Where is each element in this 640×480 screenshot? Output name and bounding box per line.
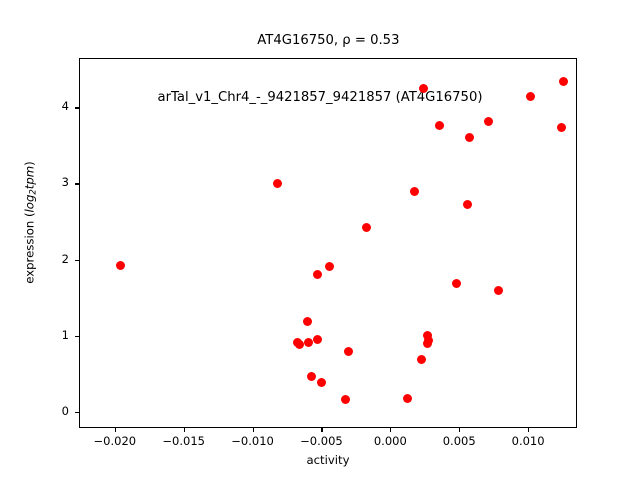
chart-title: AT4G16750, ρ = 0.53 arTal_v1_Chr4_-_9421… <box>0 12 640 145</box>
y-axis-tick <box>75 259 79 261</box>
x-axis-tick <box>114 428 116 432</box>
y-axis-tick <box>75 183 79 185</box>
y-axis-tick <box>75 411 79 413</box>
scatter-point <box>402 393 412 403</box>
scatter-point <box>419 84 429 94</box>
scatter-point <box>303 316 313 326</box>
scatter-point <box>312 335 322 345</box>
scatter-point <box>417 354 427 364</box>
y-axis-tick-label: 3 <box>61 175 69 190</box>
scatter-point <box>494 286 504 296</box>
y-axis-label: expression (log2tpm) <box>22 43 37 403</box>
scatter-point <box>340 395 350 405</box>
scatter-point <box>116 261 126 271</box>
scatter-point <box>525 91 535 101</box>
scatter-point <box>272 179 282 189</box>
scatter-point <box>307 372 317 382</box>
y-axis-label-suffix: ) <box>22 161 37 166</box>
y-axis-tick <box>75 107 79 109</box>
x-axis-tick <box>183 428 185 432</box>
x-axis-tick-label: −0.020 <box>93 434 137 448</box>
x-axis-tick <box>459 428 461 432</box>
x-axis-tick <box>390 428 392 432</box>
scatter-point <box>312 269 322 279</box>
scatter-point <box>295 339 305 349</box>
y-axis-tick-label: 4 <box>61 99 69 114</box>
plot-axes <box>79 58 577 428</box>
scatter-point <box>304 338 314 348</box>
x-axis-tick-label: 0.005 <box>442 434 476 448</box>
scatter-point <box>462 199 472 209</box>
x-axis-tick <box>252 428 254 432</box>
y-axis-label-italic: log <box>22 194 37 213</box>
y-axis-tick <box>75 335 79 337</box>
y-axis-label-italic2: tpm <box>22 165 37 190</box>
scatter-point <box>362 223 372 233</box>
y-axis-label-subscript: 2 <box>27 189 38 195</box>
scatter-plot-area <box>80 59 576 427</box>
y-axis-tick-label: 0 <box>61 403 69 418</box>
x-axis-tick-label: 0.010 <box>511 434 545 448</box>
x-axis-tick-label: 0.000 <box>373 434 407 448</box>
scatter-point <box>343 346 353 356</box>
x-axis-tick-label: −0.005 <box>300 434 343 448</box>
y-axis-tick-label: 2 <box>61 251 69 266</box>
scatter-point <box>316 377 326 387</box>
scatter-point <box>424 335 434 345</box>
scatter-point <box>435 120 445 130</box>
x-axis-label: activity <box>306 453 350 467</box>
x-axis-tick-label: −0.015 <box>162 434 205 448</box>
scatter-point <box>324 262 334 272</box>
y-axis-label-prefix: expression ( <box>22 212 37 284</box>
x-axis-tick <box>528 428 530 432</box>
scatter-point <box>557 122 567 132</box>
x-axis-tick <box>321 428 323 432</box>
scatter-point <box>423 330 433 340</box>
chart-title-line1: AT4G16750, ρ = 0.53 <box>257 33 400 48</box>
scatter-point <box>451 278 461 288</box>
scatter-point <box>410 186 420 196</box>
y-axis-tick-label: 1 <box>61 327 69 342</box>
scatter-point <box>484 116 494 126</box>
x-axis-tick-label: −0.010 <box>231 434 274 448</box>
scatter-point <box>464 132 474 142</box>
chart-title-line2: arTal_v1_Chr4_-_9421857_9421857 (AT4G167… <box>157 90 483 105</box>
scatter-point <box>559 77 569 87</box>
